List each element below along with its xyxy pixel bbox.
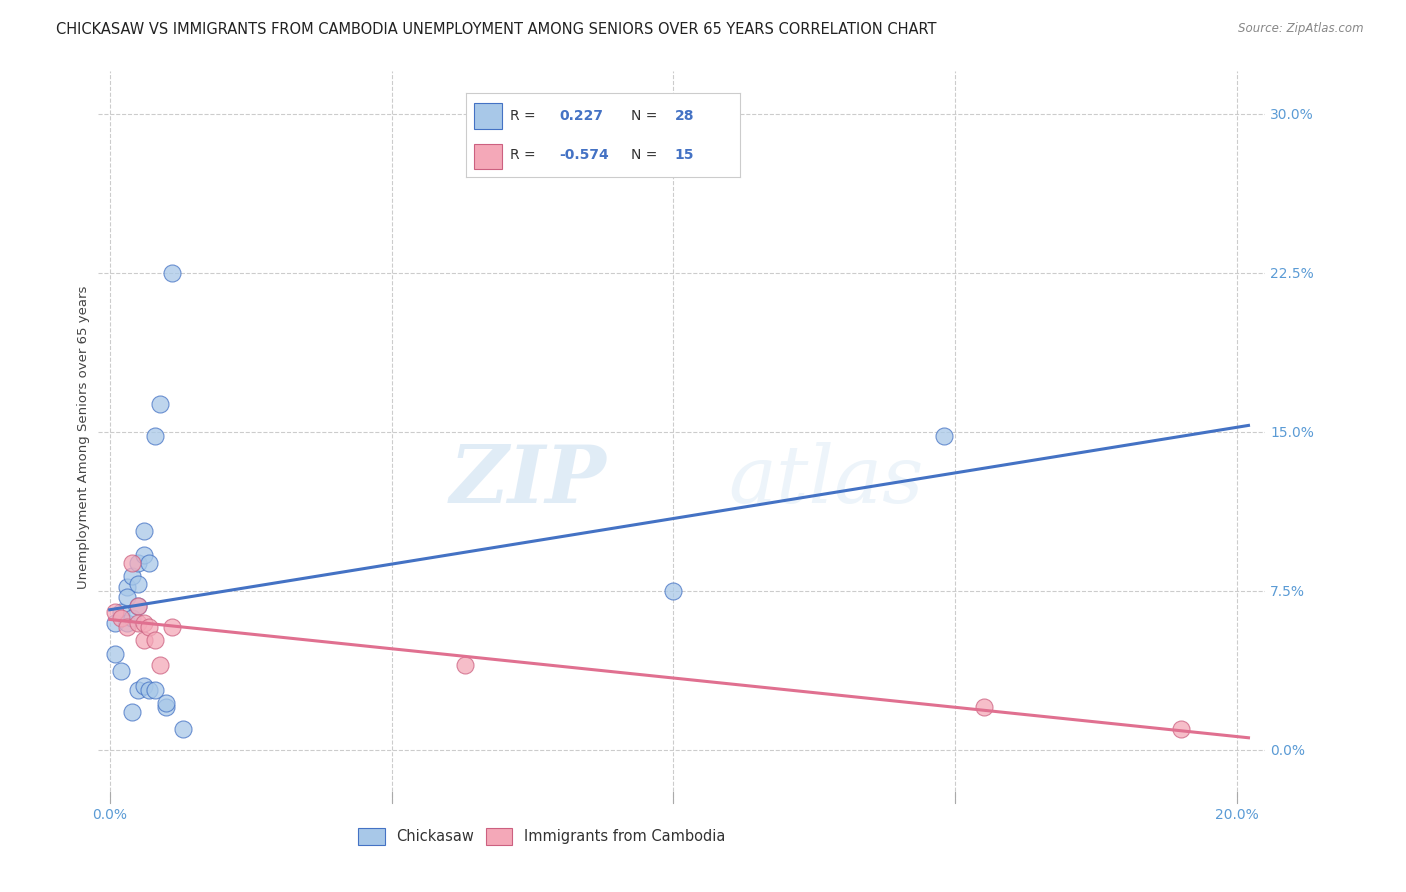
Point: [110, 605, 132, 619]
Point: [138, 683, 160, 698]
Point: [115, 620, 138, 634]
Point: [121, 556, 143, 570]
Point: [132, 548, 155, 562]
Point: [127, 683, 149, 698]
Point: [127, 599, 149, 613]
Point: [127, 556, 149, 570]
Point: [138, 620, 160, 634]
Legend: Chickasaw, Immigrants from Cambodia: Chickasaw, Immigrants from Cambodia: [353, 822, 731, 850]
Point: [149, 658, 172, 673]
Point: [127, 615, 149, 630]
Point: [121, 705, 143, 719]
Point: [454, 658, 477, 673]
Text: atlas: atlas: [728, 442, 924, 520]
Point: [132, 524, 155, 539]
Point: [132, 632, 155, 647]
Point: [160, 620, 183, 634]
Point: [104, 615, 127, 630]
Point: [127, 577, 149, 591]
Point: [121, 611, 143, 625]
Point: [132, 615, 155, 630]
Point: [115, 590, 138, 604]
Y-axis label: Unemployment Among Seniors over 65 years: Unemployment Among Seniors over 65 years: [77, 285, 90, 589]
Point: [127, 599, 149, 613]
Point: [973, 700, 995, 714]
Point: [143, 632, 166, 647]
Text: Source: ZipAtlas.com: Source: ZipAtlas.com: [1239, 22, 1364, 36]
Point: [172, 722, 194, 736]
Text: ZIP: ZIP: [449, 442, 606, 520]
Point: [121, 569, 143, 583]
Point: [104, 605, 127, 619]
Text: CHICKASAW VS IMMIGRANTS FROM CAMBODIA UNEMPLOYMENT AMONG SENIORS OVER 65 YEARS C: CHICKASAW VS IMMIGRANTS FROM CAMBODIA UN…: [56, 22, 936, 37]
Point: [110, 665, 132, 679]
Point: [104, 648, 127, 662]
Point: [110, 611, 132, 625]
Point: [662, 583, 685, 598]
Point: [143, 683, 166, 698]
Point: [149, 397, 172, 411]
Point: [155, 696, 177, 710]
Point: [115, 580, 138, 594]
Point: [1170, 722, 1192, 736]
Point: [160, 266, 183, 280]
Point: [155, 700, 177, 714]
Point: [132, 679, 155, 693]
Point: [115, 615, 138, 630]
Point: [932, 429, 955, 443]
Point: [138, 556, 160, 570]
Point: [143, 429, 166, 443]
